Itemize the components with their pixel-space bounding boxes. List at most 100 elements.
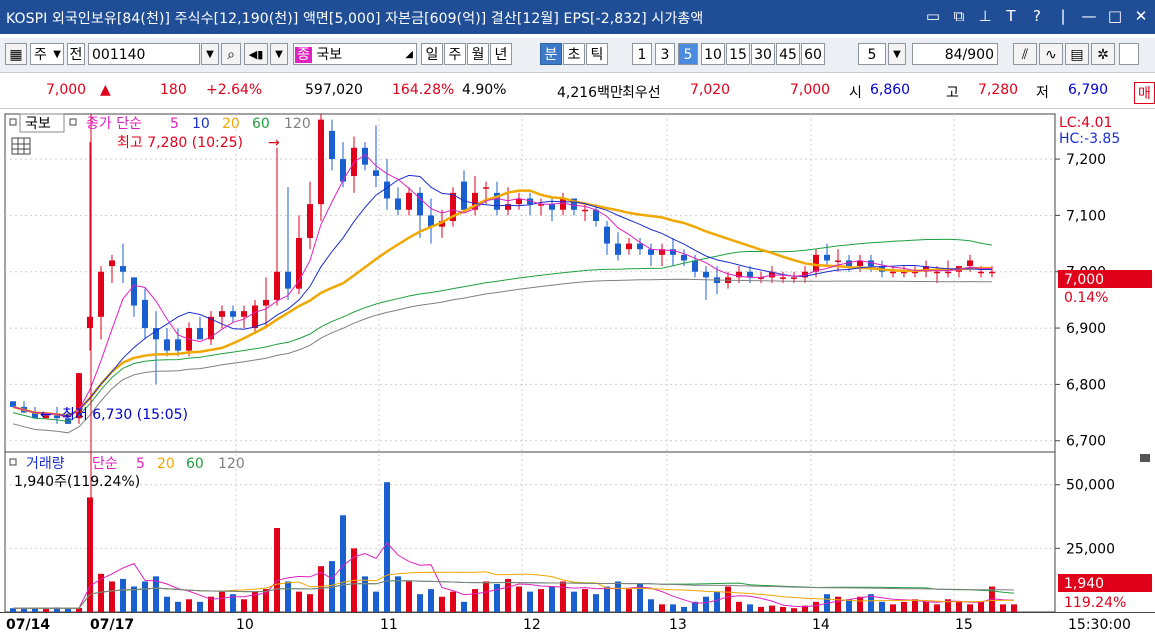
tab-second[interactable]: 초 [563,43,585,65]
date-label: 07/14 [6,617,51,633]
volume-marks [10,482,1017,612]
legend-ma10: 10 [192,116,210,132]
y-tick-label: 6,800 [1066,377,1106,393]
close-icon[interactable]: ✕ [1134,7,1148,25]
minute-60[interactable]: 60 [801,43,825,65]
minute-45[interactable]: 45 [776,43,800,65]
chart-area[interactable]: 7,200 7,100 7,000 6,900 6,800 6,700 50,000 25,0… [0,110,1155,642]
volume-bar [494,584,500,612]
help-icon[interactable]: ? [1033,7,1041,25]
current-volume-pct: 119.24% [1064,595,1126,611]
price-panel-frame [4,113,1056,453]
candle-body [120,266,126,272]
volume-bar [329,561,335,612]
open-label: 시 [849,85,862,101]
date-label: 07/17 [90,617,135,633]
current-volume-label: 1,940 [1064,576,1104,592]
save-icon[interactable]: ▤ [1065,43,1089,65]
minute-10[interactable]: 10 [701,43,725,65]
legend-ma-label: 종가 단순 [86,116,142,132]
current-price-label: 7,000 [1064,272,1104,288]
tab-day[interactable]: 일 [421,43,443,65]
candle-body [890,271,896,274]
ma60-line [12,238,993,423]
minute-1[interactable]: 1 [632,43,652,65]
count-input[interactable]: 84/900 [912,43,998,65]
minute-5[interactable]: 5 [678,43,698,65]
stock-code-input[interactable]: 001140 [88,43,200,65]
volume-bar [241,599,247,612]
minimize-icon[interactable]: — [1081,7,1097,25]
ma5-line [12,153,992,419]
chart-svg[interactable]: 7,200 7,100 7,000 6,900 6,800 6,700 50,000 25,0… [0,110,1155,612]
candle-body [76,373,82,419]
interval-dropdown-icon[interactable]: ▼ [888,43,906,65]
maximize-icon[interactable]: □ [1107,7,1123,25]
volume-ratio: 164.28% [392,82,455,98]
candle-body [560,198,566,210]
candle-toggle-icon[interactable]: ⫽ [1013,43,1037,65]
code-dropdown-icon[interactable]: ▼ [201,43,219,65]
volume-bar [362,576,368,612]
tab-week[interactable]: 주 [444,43,466,65]
legend-stock-name: 국보 [25,116,51,132]
volume-bar [120,578,126,612]
stock-name-box[interactable] [19,113,65,133]
more-button[interactable]: 매 [1134,82,1155,104]
indicator-icon[interactable]: ∿ [1039,43,1063,65]
window-title: KOSPI 외국인보유[84(천)] 주식수[12,190(천)] 액면[5,0… [6,11,704,27]
volume-bar [1011,604,1017,612]
candle-body [780,277,786,279]
layout-icon[interactable]: ▦ [5,43,27,65]
volume-bar [681,606,687,612]
candle-body [989,271,995,274]
minute-30[interactable]: 30 [751,43,775,65]
tab-year[interactable]: 년 [490,43,512,65]
volume-bar [197,601,203,612]
tab-tick[interactable]: 틱 [586,43,608,65]
volume-bar [703,596,709,612]
minute-3[interactable]: 3 [655,43,675,65]
text-icon[interactable]: T [1006,7,1016,25]
stock-code-value: 001140 [92,47,146,63]
interval-select[interactable]: 5 [858,43,886,65]
legend-ma120: 120 [284,116,311,132]
volume-bar [516,586,522,612]
volume-bar [868,594,874,612]
volume-bar [230,594,236,612]
panel-close-icon[interactable] [1140,454,1150,462]
candle-body [439,221,445,227]
candle-body [208,316,214,340]
candle-body [615,243,621,255]
period-select[interactable]: 주 ▼ [30,43,64,65]
date-axis: 07/14 07/17 10 11 12 13 14 15 15:30:00 [0,612,1155,643]
candle-body [538,204,544,206]
market-toggle[interactable]: 전 [67,43,85,65]
volume-bar [978,601,984,612]
volume-ma-lines [12,541,1015,609]
copy-window-icon[interactable]: ⧉ [953,7,965,25]
low-annotation: 최저 6,730 (15:05) [62,407,188,423]
volume-bar [615,581,621,612]
table-icon[interactable] [11,137,31,155]
search-icon[interactable]: ⌕ [221,43,241,65]
candle-body [571,198,577,210]
volume-tick-label: 25,000 [1066,541,1115,557]
tab-month[interactable]: 월 [467,43,489,65]
stock-name-field[interactable]: 종 국보 ◢ [293,43,417,65]
pin-icon[interactable]: ⊥ [978,7,992,25]
volume-bar [483,581,489,612]
float-icon[interactable]: ▭ [925,7,941,25]
option-checkbox[interactable] [1119,43,1139,65]
volume-bar [967,604,973,612]
candle-body [32,412,38,419]
gear-icon[interactable]: ✲ [1091,43,1115,65]
speaker-dropdown-icon[interactable]: ▼ [270,43,288,65]
speaker-icon[interactable]: ◀▮ [244,43,268,65]
ma20-line [12,189,992,418]
minute-15[interactable]: 15 [726,43,750,65]
date-label: 11 [380,617,398,633]
volume-ma60: 60 [186,456,204,472]
price-change-pct: +2.64% [206,82,263,98]
tab-minute[interactable]: 분 [540,43,562,65]
